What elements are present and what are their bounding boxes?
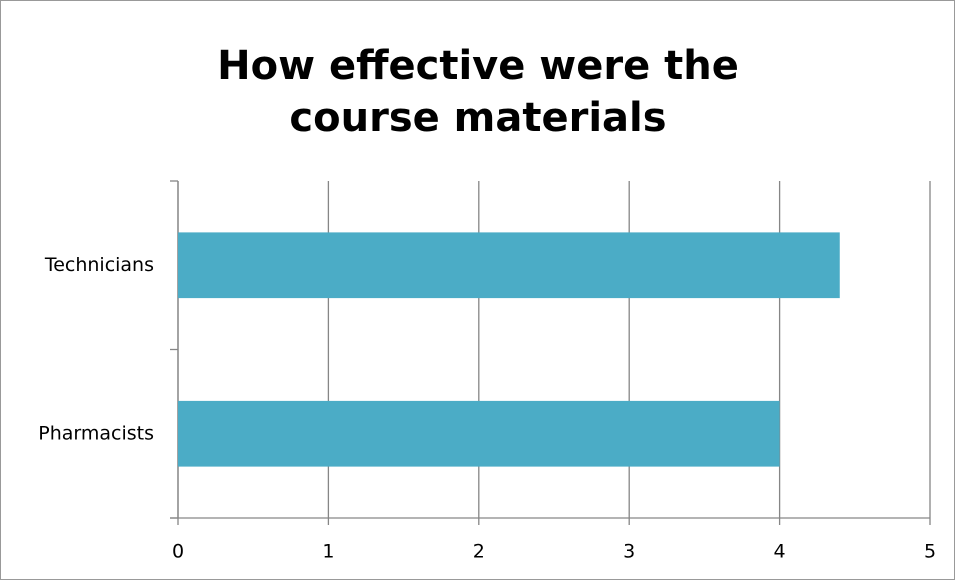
bar [178,232,840,299]
x-tick-label: 0 [172,541,184,563]
x-tick-label: 1 [322,541,334,563]
chart-title: How effective were the course materials [217,43,739,141]
x-tick-label: 2 [473,541,485,563]
x-tick-label: 4 [774,541,786,563]
x-tick-label: 5 [924,541,936,563]
y-tick-label: Pharmacists [38,422,154,444]
y-tick-label: Technicians [44,254,154,276]
x-tick-label: 3 [623,541,635,563]
bar [178,400,780,467]
